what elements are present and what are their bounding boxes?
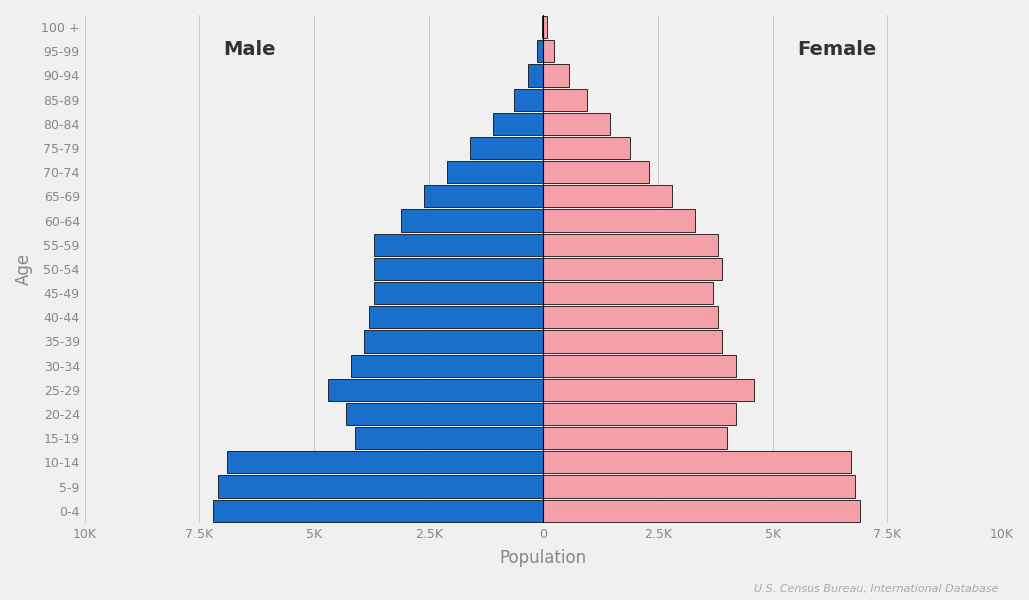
Bar <box>543 89 587 111</box>
Bar <box>543 282 713 304</box>
Bar <box>543 403 736 425</box>
Bar <box>543 427 726 449</box>
Bar <box>541 16 543 38</box>
Text: Male: Male <box>223 40 276 59</box>
Bar <box>543 331 722 353</box>
Bar <box>213 500 543 522</box>
Bar <box>528 64 543 86</box>
Bar <box>424 185 543 208</box>
Bar <box>226 451 543 473</box>
Bar <box>543 185 672 208</box>
Bar <box>543 379 754 401</box>
Bar <box>543 500 860 522</box>
Bar <box>374 282 543 304</box>
Text: U.S. Census Bureau, International Database: U.S. Census Bureau, International Databa… <box>753 584 998 594</box>
Bar <box>401 209 543 232</box>
Bar <box>374 258 543 280</box>
Bar <box>493 113 543 135</box>
Bar <box>513 89 543 111</box>
Bar <box>543 161 649 184</box>
Bar <box>355 427 543 449</box>
Bar <box>543 306 717 328</box>
Text: Female: Female <box>797 40 877 59</box>
Bar <box>543 113 610 135</box>
Bar <box>543 64 569 86</box>
Bar <box>346 403 543 425</box>
Bar <box>351 355 543 377</box>
Y-axis label: Age: Age <box>15 253 33 285</box>
Bar <box>543 40 554 62</box>
Bar <box>328 379 543 401</box>
Bar <box>543 451 851 473</box>
Bar <box>543 209 695 232</box>
Bar <box>543 355 736 377</box>
Bar <box>447 161 543 184</box>
Bar <box>374 233 543 256</box>
Bar <box>364 331 543 353</box>
Bar <box>470 137 543 159</box>
Bar <box>543 258 722 280</box>
Bar <box>218 475 543 497</box>
Bar <box>369 306 543 328</box>
Bar <box>543 137 631 159</box>
Bar <box>543 233 717 256</box>
Bar <box>543 16 547 38</box>
X-axis label: Population: Population <box>500 549 587 567</box>
Bar <box>543 475 855 497</box>
Bar <box>537 40 543 62</box>
